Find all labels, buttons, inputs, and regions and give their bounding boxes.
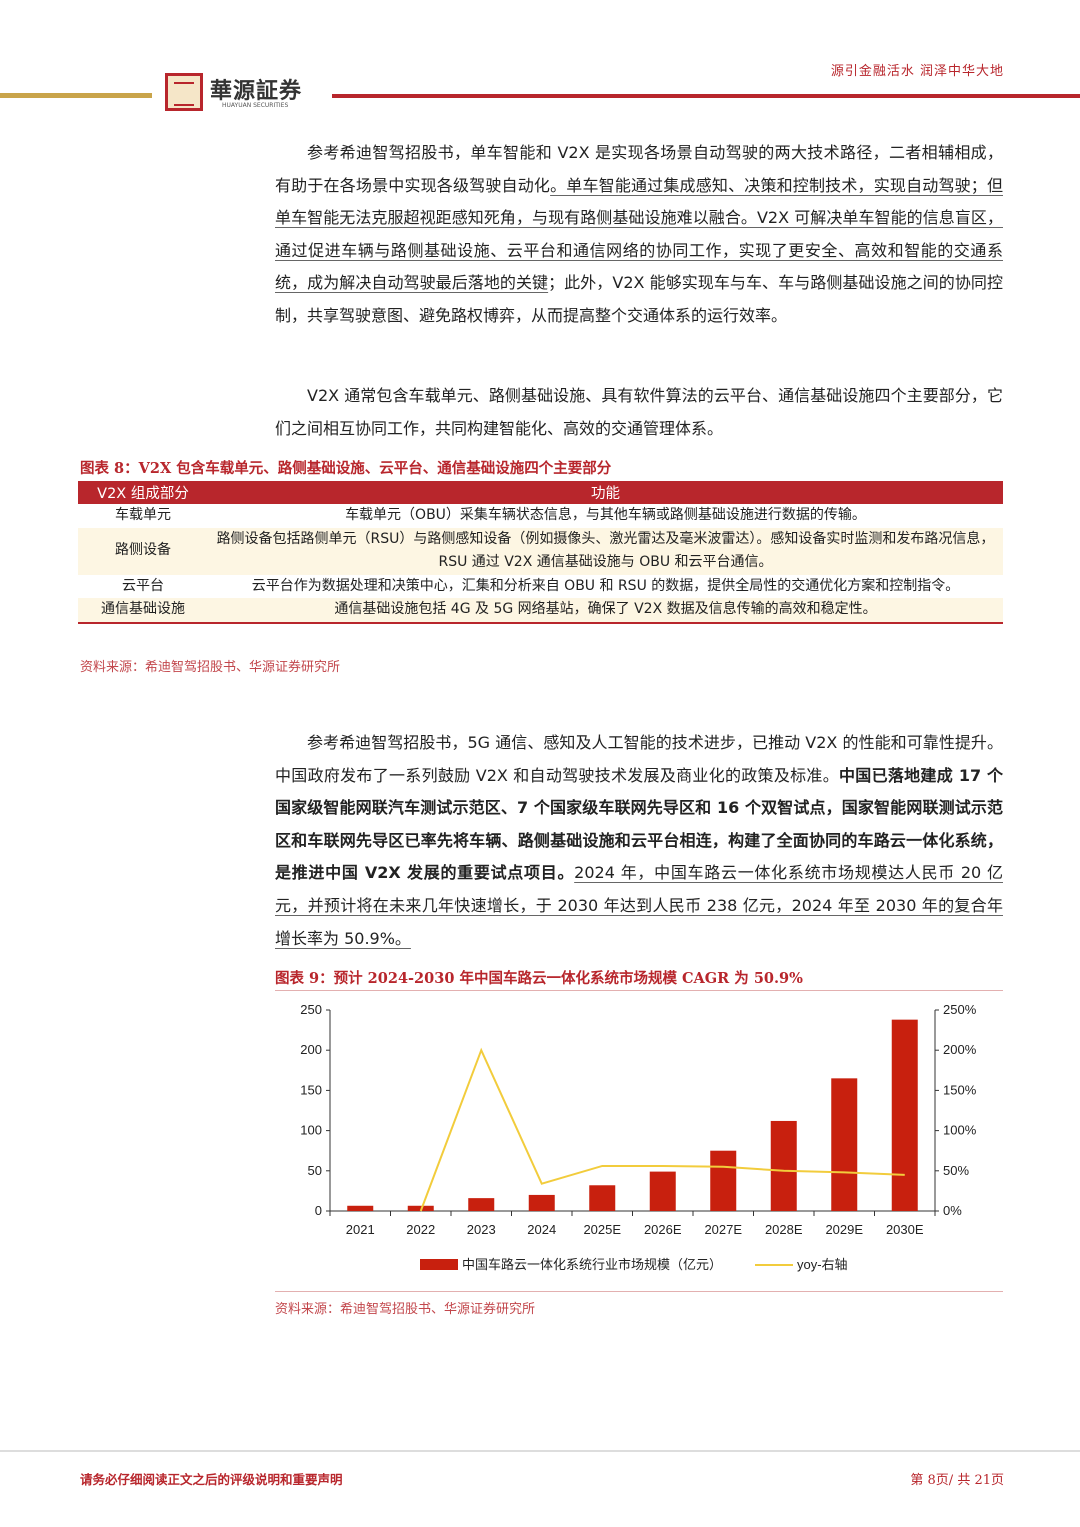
- v2x-components-table: V2X 组成部分 功能 车载单元 车载单元（OBU）采集车辆状态信息，与其他车辆或路…: [78, 481, 1003, 624]
- header-rule-red: [332, 94, 1080, 98]
- paragraph-3: 参考希迪智驾招股书，5G 通信、感知及人工智能的技术进步，已推动 V2X 的性能…: [275, 727, 1003, 955]
- y-right-tick-label: 100%: [943, 1123, 977, 1138]
- text: ；此外，V2X 能够实现车与车、车与路侧基础设施之间的协同控制，共享驾驶意图、避…: [275, 273, 1003, 325]
- y-right-tick-label: 50%: [943, 1163, 969, 1178]
- market-size-chart: 0 50 100 150 200 250 0% 50% 100% 150% 200% 250% 2021…: [300, 1002, 977, 1272]
- footer-rule: [0, 1450, 1080, 1452]
- bar: [831, 1078, 858, 1211]
- cell: 路侧设备: [78, 527, 208, 575]
- bar: [589, 1185, 616, 1211]
- figure-9-title: 图表 9：预计 2024-2030 年中国车路云一体化系统市场规模 CAGR 为…: [275, 970, 803, 987]
- bar: [770, 1120, 797, 1211]
- y-left-tick-label: 100: [300, 1123, 322, 1138]
- logo-subtext: HUAYUAN SECURITIES: [222, 102, 289, 109]
- bar: [528, 1194, 555, 1211]
- underlined-text: 。单车智能通过集成感知、决策和控制技术，实现自动驾驶；但单车智能无法克服超视距感…: [275, 175, 1003, 293]
- y-right-tick-label: 150%: [943, 1082, 977, 1097]
- figure-8-title: 图表 8：V2X 包含车载单元、路侧基础设施、云平台、通信基础设施四个主要部分: [80, 460, 612, 477]
- cell: 通信基础设施包括 4G 及 5G 网络基站，确保了 V2X 数据及信息传输的高效…: [208, 598, 1003, 623]
- text: 参考希迪智驾招股书，5G 通信、感知及人工智能的技术进步，已推动 V2X 的性能…: [275, 733, 1003, 785]
- legend-line-label: yoy-右轴: [797, 1257, 848, 1272]
- text: 参考希迪智驾招股书，单车智能和 V2X 是实现各场景自动驾驶的两大技术路径，二者…: [275, 143, 1003, 195]
- divider: [275, 1291, 1003, 1292]
- x-tick-label: 2022: [406, 1222, 435, 1237]
- logo-text: 華源証券: [210, 78, 303, 104]
- x-tick-label: 2025E: [583, 1222, 621, 1237]
- figure-9-source: 资料来源：希迪智驾招股书、华源证券研究所: [275, 1302, 536, 1317]
- cell: 云平台: [122, 577, 164, 594]
- x-tick-label: 2027E: [704, 1222, 742, 1237]
- page-number: 第 8页/ 共 21页: [910, 1473, 1004, 1488]
- footer-disclaimer: 请务必仔细阅读正文之后的评级说明和重要声明: [80, 1472, 343, 1487]
- logo-icon: [165, 73, 203, 111]
- cell: 车载单元: [115, 507, 171, 523]
- y-left-tick-label: 50: [308, 1163, 322, 1178]
- y-left-tick-label: 250: [300, 1002, 322, 1017]
- figure-8-source: 资料来源：希迪智驾招股书、华源证券研究所: [80, 660, 341, 675]
- cell: 路侧设备包括路侧单元（RSU）与路侧感知设备（例如摄像头、激光雷达及毫米波雷达）…: [208, 527, 1003, 575]
- cell: 车载单元（OBU）采集车辆状态信息，与其他车辆或路侧基础设施进行数据的传输。: [345, 507, 866, 523]
- bar: [649, 1171, 676, 1211]
- table-row: 云平台 云平台作为数据处理和决策中心，汇集和分析来自 OBU 和 RSU 的数据，…: [78, 575, 1003, 599]
- x-tick-label: 2029E: [825, 1222, 863, 1237]
- bar: [710, 1150, 737, 1211]
- bar: [468, 1198, 495, 1211]
- x-tick-label: 2028E: [765, 1222, 803, 1237]
- cell: 通信基础设施: [78, 598, 208, 623]
- y-right-tick-label: 0%: [943, 1203, 962, 1218]
- table-header: V2X 组成部分: [78, 481, 208, 504]
- table-row: 车载单元 车载单元（OBU）采集车辆状态信息，与其他车辆或路侧基础设施进行数据的传…: [78, 504, 1003, 528]
- underlined-text: 2024 年，中国车路云一体化系统市场规模达人民币 20 亿元，并预计将在未来几…: [275, 863, 1003, 948]
- y-right-tick-label: 250%: [943, 1002, 977, 1017]
- paragraph-1: 参考希迪智驾招股书，单车智能和 V2X 是实现各场景自动驾驶的两大技术路径，二者…: [275, 137, 1003, 333]
- bar: [891, 1019, 918, 1211]
- paragraph-2: V2X 通常包含车载单元、路侧基础设施、具有软件算法的云平台、通信基础设施四个主…: [275, 386, 1003, 438]
- x-tick-label: 2021: [346, 1222, 375, 1237]
- y-left-tick-label: 0: [315, 1203, 322, 1218]
- y-right-tick-label: 200%: [943, 1042, 977, 1057]
- y-left-tick-label: 200: [300, 1042, 322, 1057]
- x-tick-label: 2024: [527, 1222, 556, 1237]
- table-header: 功能: [208, 481, 1003, 504]
- bar: [347, 1205, 374, 1211]
- y-left-tick-label: 150: [300, 1082, 322, 1097]
- x-tick-label: 2023: [467, 1222, 496, 1237]
- divider: [275, 990, 1003, 991]
- legend-bar-label: 中国车路云一体化系统行业市场规模（亿元）: [462, 1257, 722, 1272]
- table-row: 路侧设备 路侧设备包括路侧单元（RSU）与路侧感知设备（例如摄像头、激光雷达及毫米…: [78, 527, 1003, 575]
- cell: 云平台作为数据处理和决策中心，汇集和分析来自 OBU 和 RSU 的数据，提供全…: [251, 577, 960, 594]
- bold-text: 中国已落地建成 17 个国家级智能网联汽车测试示范区、7 个国家级车联网先导区和…: [275, 765, 1003, 883]
- slogan: 源引金融活水 润泽中华大地: [830, 64, 1004, 79]
- x-tick-label: 2030E: [886, 1222, 924, 1237]
- legend-bar-swatch: [420, 1259, 458, 1270]
- header-rule-gold: [0, 93, 152, 98]
- x-tick-label: 2026E: [644, 1222, 682, 1237]
- table-row: 通信基础设施 通信基础设施包括 4G 及 5G 网络基站，确保了 V2X 数据及信…: [78, 598, 1003, 623]
